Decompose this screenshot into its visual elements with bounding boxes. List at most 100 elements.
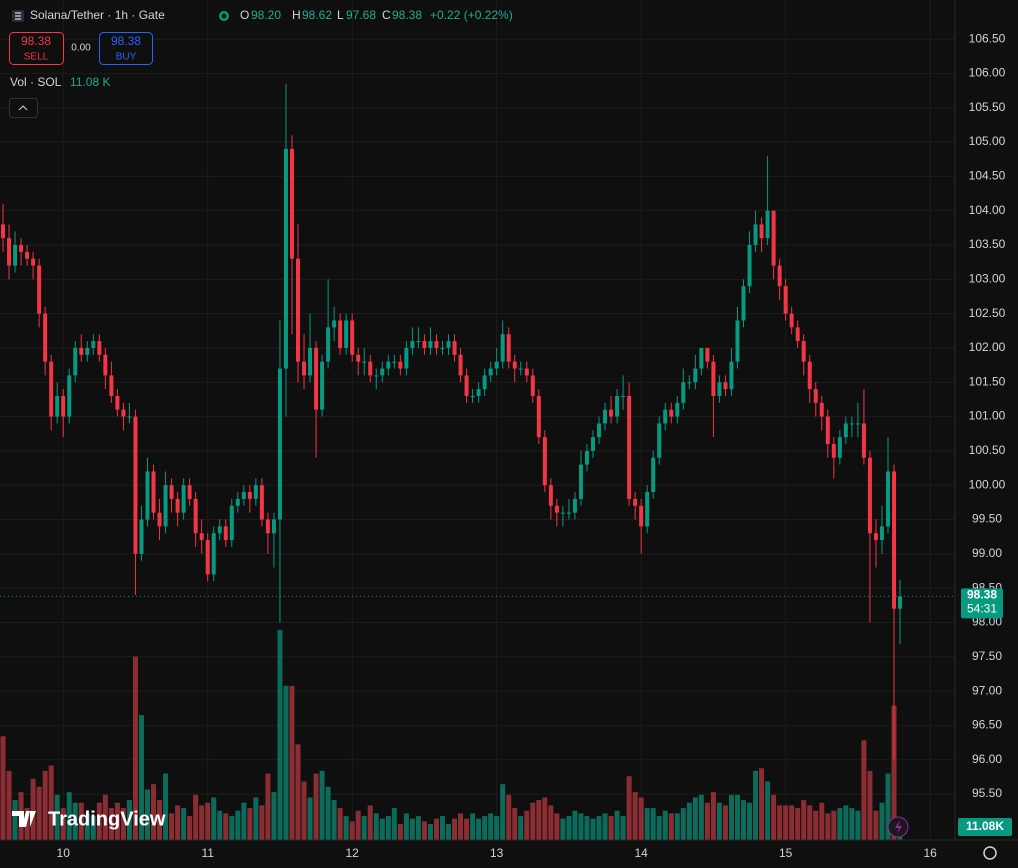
y-tick-label: 105.50 <box>969 100 1006 114</box>
y-tick-label: 102.00 <box>969 340 1006 354</box>
candle-body <box>789 313 794 328</box>
volume-bar <box>494 816 500 840</box>
volume-bar <box>536 800 542 840</box>
volume-bar <box>319 770 325 840</box>
candle-body <box>133 416 138 554</box>
volume-tag-label: 11.08K <box>966 819 1004 833</box>
candle-body <box>61 395 66 417</box>
candles <box>1 83 903 760</box>
volume-bar <box>337 808 343 840</box>
candle-body <box>470 395 475 397</box>
volume-bar <box>608 816 614 840</box>
candle-body <box>554 505 559 513</box>
volume-bar <box>867 770 873 840</box>
volume-bar <box>849 808 855 840</box>
candle-body <box>115 395 120 410</box>
volume-bar <box>409 818 415 840</box>
candle-body <box>283 148 288 369</box>
candle-body <box>482 375 487 390</box>
candle-body <box>735 320 740 362</box>
candle-body <box>199 533 204 541</box>
candle-body <box>217 526 222 534</box>
candle-body <box>488 368 493 376</box>
sell-button[interactable] <box>9 32 64 65</box>
candle-body <box>428 341 433 348</box>
volume-bar <box>722 805 728 840</box>
menu-icon-lines <box>15 12 21 20</box>
candle-body <box>566 512 571 514</box>
candle-body <box>729 361 734 390</box>
y-tick-label: 95.50 <box>972 786 1002 800</box>
candle-body <box>31 258 36 266</box>
volume-legend-value: 11.08 K <box>70 75 110 89</box>
candle-body <box>892 471 897 609</box>
x-tick-label: 13 <box>490 846 504 860</box>
volume-bar <box>373 813 379 840</box>
volume-bar <box>253 797 259 840</box>
candle-body <box>380 368 385 376</box>
candle-body <box>578 464 583 499</box>
volume-bar <box>114 802 120 840</box>
ohlc-label: O <box>240 8 249 22</box>
volume-bar <box>108 808 114 840</box>
change: +0.22 (+0.22%) <box>430 8 513 22</box>
grid <box>0 0 955 840</box>
volume-bar <box>710 792 716 840</box>
y-tick-label: 105.00 <box>969 134 1006 148</box>
y-tick-label: 97.50 <box>972 649 1002 663</box>
candle-body <box>645 492 650 527</box>
candle-body <box>741 286 746 321</box>
volume-bar <box>819 802 825 840</box>
y-tick-label: 106.50 <box>969 31 1006 45</box>
volume-bar <box>138 715 144 840</box>
candle-body <box>7 238 12 266</box>
candle-body <box>109 375 114 396</box>
collapse-button[interactable] <box>9 98 38 118</box>
volume-bar <box>813 810 819 840</box>
volume-bar <box>482 816 488 840</box>
volume-bar <box>54 794 60 840</box>
volume-bar <box>873 810 879 840</box>
candle-body <box>705 347 710 362</box>
candle-body <box>259 485 264 520</box>
volume-bar <box>289 685 295 840</box>
volume-bar <box>36 786 42 840</box>
y-tick-label: 97.00 <box>972 683 1002 697</box>
volume-bar <box>560 818 566 840</box>
volume-bar <box>548 805 554 840</box>
buy-button[interactable] <box>99 32 153 65</box>
candle-body <box>49 361 54 417</box>
volume-bar <box>433 818 439 840</box>
spread: 0.00 <box>71 43 91 54</box>
volume-bar <box>825 813 831 840</box>
candle-body <box>542 437 547 486</box>
candle-body <box>169 485 174 499</box>
volume-bar <box>90 816 96 840</box>
y-tick-label: 96.50 <box>972 718 1002 732</box>
ohlc-value: 97.68 <box>346 8 376 22</box>
volume-bar <box>704 802 710 840</box>
candle-body <box>37 265 42 314</box>
candle-body <box>187 485 192 499</box>
candle-body <box>440 347 445 349</box>
volume-bar <box>265 773 271 840</box>
volume-bar <box>614 810 620 840</box>
candle-body <box>193 498 198 534</box>
volume-bar <box>60 808 66 840</box>
candle-body <box>572 498 577 513</box>
volume-bar <box>355 810 361 840</box>
candle-body <box>765 210 770 239</box>
candle-body <box>434 341 439 348</box>
volume-bar <box>741 800 747 840</box>
candle-body <box>464 375 469 396</box>
settings-button[interactable] <box>983 846 997 860</box>
volume-bar <box>66 792 72 840</box>
volume-bar <box>524 810 530 840</box>
candle-body <box>19 245 24 252</box>
volume-bar <box>753 770 759 840</box>
candle-body <box>693 368 698 383</box>
volume-bar <box>620 816 626 840</box>
candle-body <box>416 341 421 343</box>
candle-body <box>103 354 108 376</box>
